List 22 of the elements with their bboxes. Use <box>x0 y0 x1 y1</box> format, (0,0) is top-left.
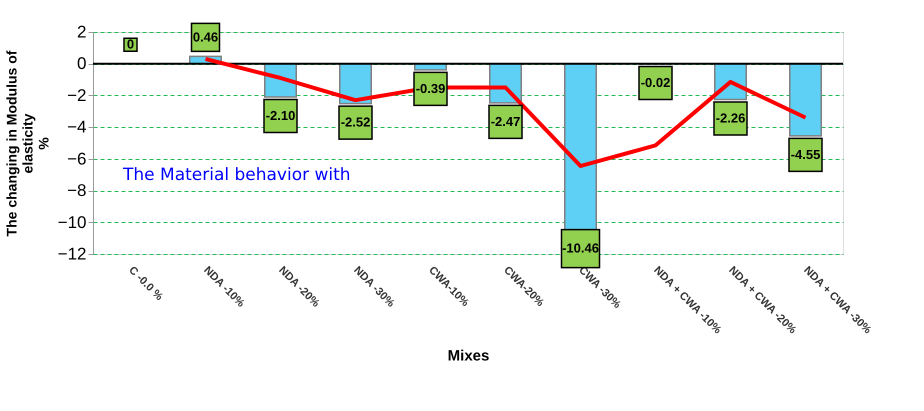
data-label: -10.46 <box>562 240 599 256</box>
x-tick-label: C -0.0 % <box>126 264 166 304</box>
annotation: The Material behavior with <box>122 165 351 185</box>
y-tick-label: −8 <box>67 181 86 200</box>
y-tick-label: 0 <box>77 54 86 74</box>
data-label: -4.55 <box>790 146 820 162</box>
data-label: -0.39 <box>416 80 446 96</box>
y-tick-label: −6 <box>67 149 86 168</box>
data-label: -0.02 <box>640 75 670 90</box>
y-axis-title: The changing in Modulus of elasticity % <box>4 50 52 236</box>
x-axis-title: Mixes <box>448 347 490 364</box>
y-tick-label: −12 <box>58 244 86 264</box>
y-tick-label: −2 <box>67 86 86 105</box>
data-label: -2.26 <box>716 110 746 126</box>
y-tick-label: 2 <box>77 22 86 42</box>
y-tick-label: −10 <box>58 212 86 232</box>
data-label: 0.46 <box>192 29 218 44</box>
y-tick-label: −4 <box>67 118 86 137</box>
data-label: 0 <box>126 36 134 52</box>
data-label: -2.10 <box>266 108 296 124</box>
data-label: -2.52 <box>340 114 370 130</box>
data-label: -2.47 <box>490 114 520 129</box>
